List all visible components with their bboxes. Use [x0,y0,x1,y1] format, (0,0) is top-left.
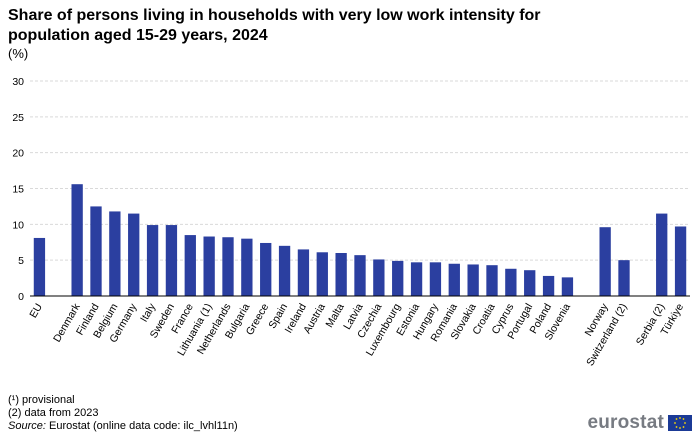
bar [674,226,687,296]
source-line: Source: Eurostat (online data code: ilc_… [8,420,238,433]
bar [656,213,668,296]
footnote-data-2023: (2) data from 2023 [8,407,99,419]
bar [561,277,574,296]
chart-title: Share of persons living in households wi… [8,7,541,44]
bar [128,213,140,296]
eu-flag-icon [668,415,692,431]
bar [71,184,83,296]
bar [429,262,442,296]
bar [448,263,460,296]
y-tick-label: 10 [12,219,24,231]
bar [392,260,404,296]
bar [373,259,385,296]
y-tick-label: 25 [12,112,24,124]
bar [90,206,102,296]
bar [524,270,536,296]
bar [33,237,46,296]
bar [618,260,630,296]
bar [260,242,272,296]
y-tick-label: 15 [12,184,24,196]
y-tick-label: 5 [18,255,24,267]
bar [278,245,291,296]
source-label: Source: [8,420,46,432]
footnote-provisional: (¹) provisional [8,394,75,406]
source-text: Eurostat (online data code: ilc_lvhl11n) [48,420,238,432]
bar [203,236,215,296]
bar [354,255,366,296]
bar [241,238,253,296]
bar [486,265,498,296]
y-tick-label: 0 [18,291,24,303]
bar [146,225,159,296]
bar [467,264,479,296]
unit-label: (%) [8,46,29,61]
bar [165,225,178,296]
bar [297,249,310,296]
bar [222,237,234,296]
bar [505,268,517,296]
bar [109,211,121,296]
y-tick-label: 30 [12,76,24,88]
bar [316,252,328,296]
bar [410,262,423,296]
bar [335,253,347,296]
footnotes: (¹) provisional (2) data from 2023 Sourc… [8,394,238,433]
x-tick-label: EU [27,302,45,321]
y-tick-label: 20 [12,148,24,160]
bar [599,227,611,296]
bar [542,275,555,296]
eurostat-logo: eurostat [587,412,664,433]
bar [184,235,196,296]
